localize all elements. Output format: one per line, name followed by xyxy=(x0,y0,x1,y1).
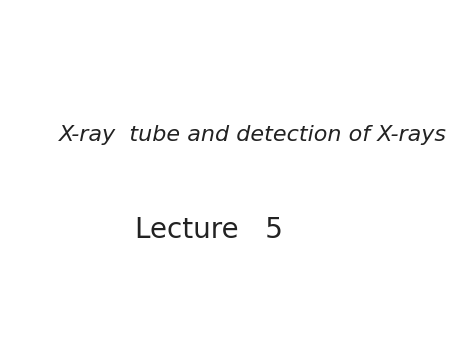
Text: Lecture   5: Lecture 5 xyxy=(135,216,283,244)
Text: X-ray  tube and detection of X-rays: X-ray tube and detection of X-rays xyxy=(58,125,446,145)
